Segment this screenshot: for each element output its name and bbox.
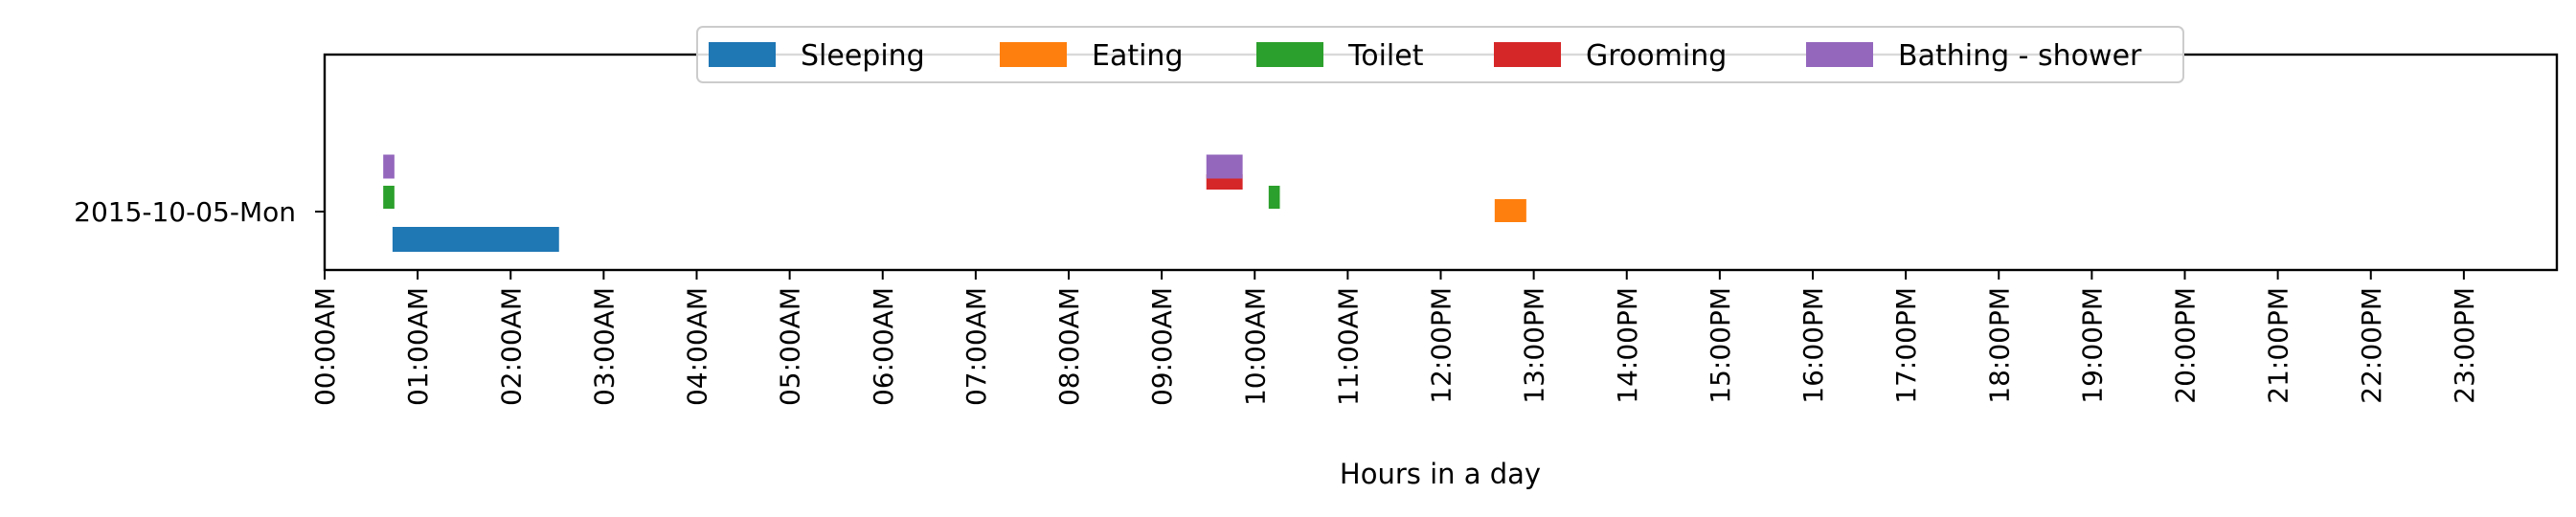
x-tick-label: 18:00PM [1983,287,2015,404]
x-tick-label: 19:00PM [2076,287,2108,404]
x-tick-label: 07:00AM [960,287,992,406]
x-tick-label: 12:00PM [1426,287,1457,404]
x-tick-label: 17:00PM [1890,287,1922,404]
legend-swatch-grooming [1494,42,1561,67]
x-tick-label: 21:00PM [2263,287,2294,404]
x-tick-label: 22:00PM [2356,287,2387,404]
legend-label-sleeping: Sleeping [801,39,925,73]
plot-frame [323,53,2559,272]
x-tick-label: 11:00AM [1332,287,1364,406]
y-tick-label: 2015-10-05-Mon [74,196,296,228]
x-tick-label: 05:00AM [775,287,806,406]
x-tick-label: 04:00AM [682,287,713,406]
x-tick-label: 03:00AM [588,287,620,406]
x-tick-label: 01:00AM [402,287,434,406]
legend-swatch-sleeping [709,42,776,67]
legend-swatch-bathing-shower [1806,42,1873,67]
x-tick-label: 13:00PM [1519,287,1550,404]
x-tick-label: 00:00AM [309,287,341,406]
y-axis-ticks: 2015-10-05-Mon [74,196,325,228]
legend-swatch-toilet [1256,42,1323,67]
x-tick-label: 10:00AM [1239,287,1271,406]
x-tick-label: 23:00PM [2449,287,2480,404]
bar-toilet-1 [383,186,395,209]
legend: Sleeping Eating Toilet Grooming Bathing - sh… [696,26,2184,83]
x-tick-label: 06:00AM [868,287,899,406]
x-tick-label: 15:00PM [1705,287,1736,404]
legend-label-toilet: Toilet [1347,39,1424,73]
x-tick-label: 02:00AM [495,287,527,406]
bar-bathing-shower-2 [1206,154,1243,179]
x-tick-label: 14:00PM [1612,287,1643,404]
legend-frame [696,26,2184,83]
legend-swatch-eating [1000,42,1067,67]
x-tick-label: 20:00PM [2170,287,2202,404]
bar-sleeping-1 [392,227,559,252]
activity-bars [383,154,1526,252]
x-tick-label: 08:00AM [1053,287,1085,406]
bar-eating-1 [1494,199,1526,222]
bar-toilet-2 [1268,186,1280,209]
bar-bathing-shower-1 [383,154,395,179]
legend-label-grooming: Grooming [1586,39,1727,73]
x-axis-ticks: 00:00AM 01:00AM 02:00AM 03:00AM 04:00AM 05:00… [309,270,2480,406]
legend-label-eating: Eating [1092,39,1184,73]
x-tick-label: 09:00AM [1146,287,1178,406]
legend-label-bathing-shower: Bathing - shower [1898,39,2142,73]
x-axis-label: Hours in a day [1340,458,1541,490]
x-tick-label: 16:00PM [1797,287,1829,404]
